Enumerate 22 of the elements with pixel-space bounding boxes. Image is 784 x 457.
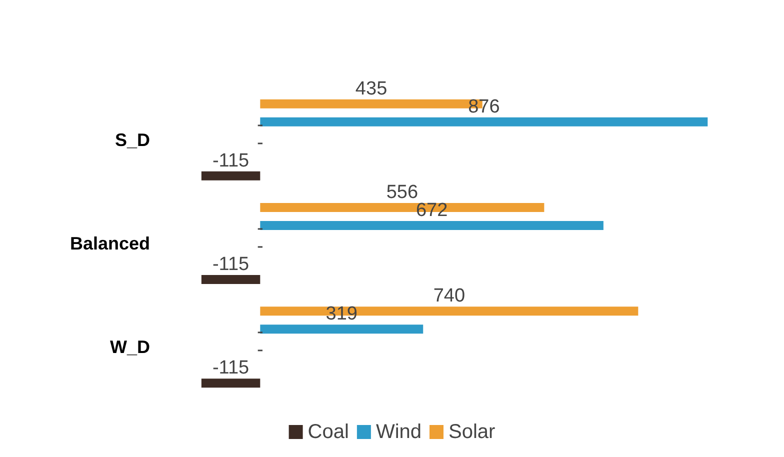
- data-label: 556: [386, 182, 418, 203]
- data-label: -: [257, 132, 264, 154]
- data-label: -115: [212, 150, 250, 172]
- y-tick-label: W_D: [110, 337, 150, 358]
- bar: [201, 378, 260, 388]
- legend-label: Solar: [448, 421, 496, 443]
- y-tick-label: Balanced: [70, 234, 150, 254]
- legend-label: Wind: [376, 421, 422, 443]
- bar: [260, 324, 424, 334]
- bar: [201, 171, 260, 180]
- data-label: -: [257, 236, 264, 257]
- data-label: -: [257, 340, 264, 361]
- bar: [260, 221, 604, 230]
- bar: [260, 117, 708, 126]
- legend-label: Coal: [308, 421, 349, 443]
- data-label: 876: [468, 96, 500, 118]
- data-label: -115: [212, 358, 250, 379]
- y-tick-label: S_D: [114, 130, 150, 150]
- data-label: 740: [433, 286, 466, 307]
- data-label: -115: [212, 254, 250, 275]
- data-label: 435: [355, 78, 388, 100]
- bar: [201, 275, 260, 284]
